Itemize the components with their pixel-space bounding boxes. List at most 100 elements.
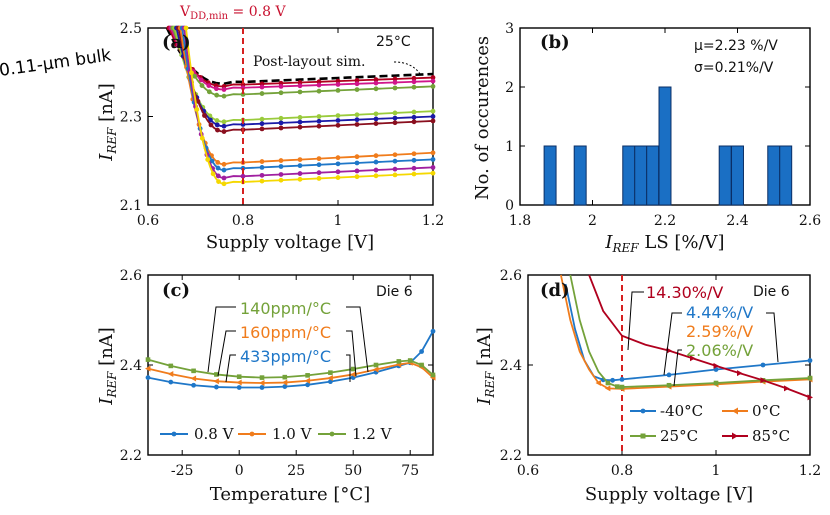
point-a-c8: [209, 158, 215, 164]
point-a-c4: [411, 109, 417, 115]
brace-line-4: [346, 330, 357, 377]
axis-3-ytick-label: 2.4: [500, 358, 522, 374]
axis-1-xtick-label: 2: [588, 213, 597, 229]
axis-0-ytick-label: 2.1: [120, 198, 142, 214]
point-a-c1: [430, 75, 436, 80]
point-a-c1: [392, 76, 398, 82]
point-a-c6: [202, 113, 207, 118]
point-d-0°C: [595, 380, 601, 386]
point-a-c3: [354, 87, 360, 92]
point-a-c3: [221, 93, 227, 99]
point-a-c8: [259, 164, 265, 170]
ls-pointer-1: [627, 291, 644, 351]
brace-line-1: [207, 306, 236, 373]
point-c-1.2 V: [396, 359, 402, 364]
point-c-0.8 V: [236, 385, 242, 390]
point-a-c8: [373, 159, 379, 165]
legend-c-label: 0.8 V: [194, 425, 235, 443]
point-a-c7: [411, 151, 417, 157]
point-a-c2: [354, 81, 360, 87]
point-a-c9: [259, 172, 265, 178]
point-a-c4: [316, 114, 322, 119]
point-a-c2: [316, 82, 322, 88]
point-a-c8: [430, 157, 436, 162]
brace-line-6: [346, 354, 351, 382]
point-c-1.2 V: [430, 372, 436, 378]
point-c-1.2 V: [236, 374, 242, 379]
point-a-c9: [215, 173, 221, 179]
legend-d-label: 0°C: [752, 402, 781, 420]
axis-1-xtick-label: 2.2: [654, 213, 676, 229]
point-a-c2: [259, 84, 265, 90]
axis-2-xtick-label: 0: [235, 463, 244, 479]
point-a-c4: [214, 118, 220, 123]
legend-d-marker: [640, 408, 646, 414]
point-a-c10: [392, 172, 398, 178]
point-d--40°C: [666, 372, 672, 378]
point-a-c5: [259, 121, 265, 127]
point-a-c8: [392, 158, 398, 164]
point-c-1.0 V: [373, 366, 379, 373]
legend-d-marker: [640, 433, 646, 439]
point-a-c2: [373, 80, 379, 86]
point-a-c7: [430, 150, 436, 156]
point-c-1.0 V: [236, 379, 242, 386]
point-a-c2: [278, 84, 284, 89]
point-c-1.0 V: [350, 371, 356, 378]
legend-c-marker: [329, 431, 335, 437]
vdd-min-label: VDD,min = 0.8 V: [179, 4, 286, 22]
die-label-d: Die 6: [753, 284, 790, 300]
point-c-1.0 V: [304, 377, 311, 384]
point-a-c6: [215, 127, 220, 133]
panel-label-c: (c): [162, 280, 190, 301]
point-a-c3: [392, 85, 398, 91]
point-a-c4: [354, 112, 360, 118]
point-a-c5: [208, 117, 213, 123]
point-a-c9: [335, 169, 341, 175]
point-c-1.0 V: [281, 379, 288, 386]
point-a-c5: [335, 118, 341, 123]
legend-d-label: 85°C: [752, 427, 790, 445]
point-a-c7: [221, 161, 227, 167]
point-a-c8: [354, 160, 360, 166]
point-a-c7: [316, 156, 322, 162]
point-a-c5: [316, 118, 322, 124]
axis-1-xtick-label: 2.6: [799, 213, 821, 229]
ls-label-2: 4.44%/V: [686, 303, 753, 322]
point-c-0.8 V: [282, 384, 288, 389]
point-a-c3: [335, 87, 341, 93]
point-a-c8: [316, 162, 322, 168]
process-label: 0.11-µm bulk: [0, 45, 113, 81]
point-a-c7: [373, 153, 379, 159]
panel-b: 1.8 2 2.2 2.4 2.6 0 1 2 3 (b) µ=2.23 %/V σ=0.21%…: [472, 21, 821, 255]
point-d--40°C: [619, 377, 625, 382]
point-a-c7: [335, 155, 341, 161]
point-c-0.8 V: [191, 382, 197, 388]
brace-line-3: [217, 330, 236, 377]
point-d-25°C: [615, 384, 620, 389]
point-a-c9: [240, 173, 246, 179]
point-c-1.0 V: [190, 375, 197, 382]
point-a-c9: [430, 164, 436, 170]
point-d-85°C: [690, 355, 696, 362]
point-d--40°C: [610, 377, 615, 383]
point-a-c3: [373, 86, 379, 92]
histogram-bar: [634, 145, 648, 206]
point-d-25°C: [807, 375, 813, 381]
point-a-c9: [297, 171, 303, 176]
point-a-c6: [195, 98, 201, 104]
point-a-c8: [335, 161, 341, 167]
axis-0-xtick-label: 0.8: [232, 213, 254, 229]
tc-label-1: 140ppm/°C: [240, 299, 331, 318]
point-a-c2: [240, 85, 246, 91]
point-c-1.2 V: [419, 362, 424, 368]
point-d-85°C: [807, 394, 813, 401]
axis-0-xtick-label: 1: [334, 213, 343, 229]
point-c-0.8 V: [305, 382, 310, 388]
axis-1-ytick-label: 1: [505, 139, 514, 155]
point-a-c2: [430, 78, 436, 84]
ls-label-3: 2.59%/V: [686, 322, 753, 341]
sim-pointer: [393, 61, 421, 75]
axis-2-xtick-label: 50: [344, 463, 362, 479]
point-a-c1: [335, 78, 341, 84]
